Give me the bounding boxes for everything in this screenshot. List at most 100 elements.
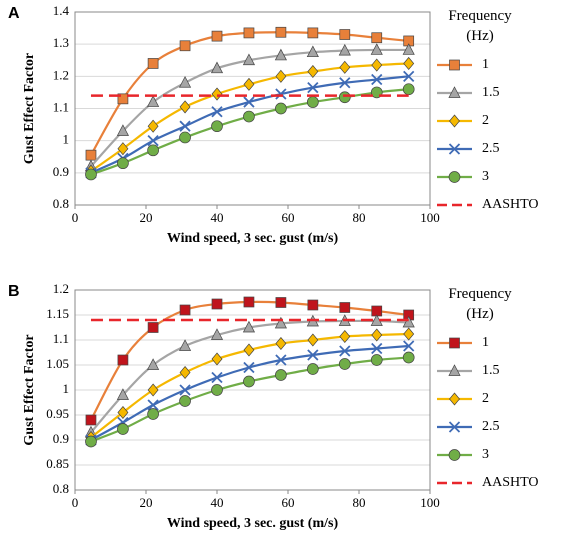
data-point (403, 70, 415, 82)
x-tick-label: 60 (282, 495, 295, 510)
series-line (90, 344, 409, 441)
data-point (338, 91, 351, 104)
x-tick-label: 0 (72, 210, 79, 225)
data-point (243, 343, 255, 357)
legend-label: 2.5 (482, 141, 500, 156)
data-point (275, 88, 287, 100)
x-tick-label: 40 (211, 210, 224, 225)
data-point (85, 149, 97, 161)
data-point (338, 43, 351, 56)
legend-label: 2.5 (482, 419, 500, 434)
data-point (307, 27, 319, 39)
data-point (275, 69, 287, 83)
data-point (339, 345, 351, 357)
data-point (307, 96, 319, 108)
data-point (339, 77, 351, 89)
legend-marker (448, 364, 461, 376)
data-point (117, 354, 129, 366)
data-point (371, 73, 383, 86)
data-point (243, 361, 255, 374)
y-tick-label: 0.9 (53, 431, 69, 446)
data-point (179, 304, 191, 316)
data-point (179, 40, 191, 52)
data-point (274, 48, 287, 61)
data-point (147, 408, 159, 420)
y-tick-label: 0.85 (46, 456, 69, 471)
data-point (117, 93, 129, 105)
data-point (210, 61, 224, 74)
legend-title: Frequency (Hz) (448, 286, 512, 322)
legend-label: 2 (482, 113, 489, 128)
legend-marker (448, 86, 461, 98)
data-point (307, 64, 319, 79)
x-tick-label: 100 (420, 210, 440, 225)
data-point (306, 45, 319, 58)
legend-marker (448, 143, 461, 155)
data-point (179, 365, 191, 380)
x-tick-label: 80 (353, 495, 366, 510)
data-point (147, 119, 159, 133)
data-point (243, 96, 255, 108)
data-point (403, 340, 415, 352)
data-point (211, 298, 223, 310)
legend-label: 1 (482, 335, 489, 350)
data-point (178, 76, 192, 88)
y-tick-label: 1 (63, 132, 70, 147)
data-point (339, 29, 351, 40)
x-tick-label: 20 (140, 495, 153, 510)
data-point (339, 329, 351, 344)
x-tick-label: 100 (420, 495, 440, 510)
legend-label: 2 (482, 391, 489, 406)
y-tick-label: 0.95 (46, 406, 69, 421)
data-point (116, 388, 130, 400)
y-axis-title: Gust Effect Factor (22, 53, 37, 164)
x-tick-label: 80 (353, 210, 366, 225)
panel-label: A (8, 5, 20, 22)
data-point (147, 58, 159, 69)
data-point (243, 110, 255, 123)
y-tick-label: 1.3 (53, 35, 69, 50)
data-point (339, 60, 351, 74)
data-point (211, 120, 223, 133)
data-point (307, 81, 319, 94)
legend-label: AASHTO (482, 475, 539, 490)
legend-label: 1.5 (482, 363, 500, 378)
data-point (307, 299, 319, 311)
data-point (147, 135, 159, 147)
legend-marker (449, 59, 460, 71)
plot-frame (74, 289, 431, 491)
data-point (371, 32, 383, 44)
y-tick-label: 0.9 (53, 164, 69, 179)
data-point (403, 56, 415, 71)
data-point (402, 315, 415, 328)
data-point (275, 297, 287, 308)
y-tick-label: 1.2 (53, 67, 69, 82)
data-point (402, 83, 415, 96)
legend-marker (449, 114, 460, 128)
data-point (243, 296, 255, 308)
data-point (211, 371, 223, 384)
data-point (179, 131, 191, 144)
y-tick-label: 0.8 (53, 481, 69, 496)
data-point (242, 53, 256, 66)
y-tick-label: 1.05 (46, 356, 69, 371)
data-point (179, 384, 191, 396)
data-point (275, 369, 287, 381)
x-tick-label: 40 (211, 495, 224, 510)
data-point (243, 375, 255, 388)
data-point (371, 58, 383, 72)
data-point (275, 26, 287, 38)
y-tick-label: 0.8 (53, 196, 69, 211)
data-point (117, 423, 129, 435)
y-tick-label: 1.2 (53, 281, 69, 296)
data-point (242, 320, 256, 333)
data-point (147, 383, 159, 397)
data-point (243, 77, 255, 91)
legend-label: 3 (482, 169, 489, 184)
data-point (307, 333, 319, 347)
data-point (147, 95, 160, 107)
legend-marker (448, 449, 461, 461)
data-point (85, 414, 97, 426)
